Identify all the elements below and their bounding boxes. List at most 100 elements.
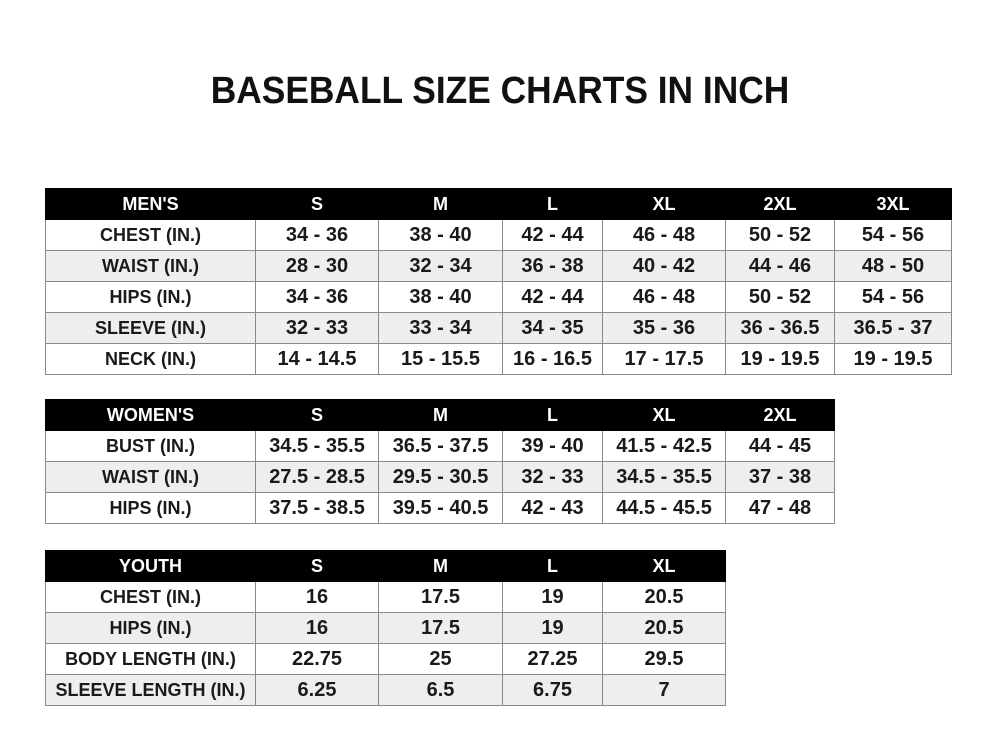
womens-size-table: WOMEN'S S M L XL 2XL BUST (IN.) 34.5 - 35.5 36.5… [45,399,835,524]
size-header: XL [602,399,726,431]
table-row: BUST (IN.) 34.5 - 35.5 36.5 - 37.5 39 - 40 4… [45,430,835,462]
measurement-label: WAIST (IN.) [45,250,256,282]
size-header: S [255,550,379,582]
size-header: 2XL [725,399,835,431]
size-value: 40 - 42 [602,250,726,282]
size-value: 50 - 52 [725,281,835,313]
table-row: NECK (IN.) 14 - 14.5 15 - 15.5 16 - 16.5 17 … [45,343,952,375]
size-value: 17.5 [378,581,503,613]
size-value: 37 - 38 [725,461,835,493]
size-value: 29.5 [602,643,726,675]
size-value: 44 - 46 [725,250,835,282]
size-value: 16 - 16.5 [502,343,603,375]
category-header: MEN'S [45,188,256,220]
measurement-label: NECK (IN.) [45,343,256,375]
size-header: S [255,188,379,220]
table-row: HIPS (IN.) 37.5 - 38.5 39.5 - 40.5 42 - 43 4… [45,492,835,524]
measurement-label: CHEST (IN.) [45,581,256,613]
size-value: 42 - 44 [502,281,603,313]
youth-size-table: YOUTH S M L XL CHEST (IN.) 16 17.5 19 20.5 HIPS (I… [45,550,726,706]
size-header: 3XL [834,188,952,220]
size-value: 17.5 [378,612,503,644]
measurement-label: BUST (IN.) [45,430,256,462]
size-value: 47 - 48 [725,492,835,524]
measurement-label: CHEST (IN.) [45,219,256,251]
size-value: 36 - 36.5 [725,312,835,344]
size-value: 36.5 - 37.5 [378,430,503,462]
table-row: HIPS (IN.) 16 17.5 19 20.5 [45,612,726,644]
size-value: 15 - 15.5 [378,343,503,375]
size-value: 16 [255,581,379,613]
table-row: WAIST (IN.) 28 - 30 32 - 34 36 - 38 40 - 42 4… [45,250,952,282]
size-header: L [502,550,603,582]
size-value: 37.5 - 38.5 [255,492,379,524]
size-header: XL [602,188,726,220]
size-header: S [255,399,379,431]
measurement-label: HIPS (IN.) [45,612,256,644]
size-value: 16 [255,612,379,644]
size-value: 7 [602,674,726,706]
size-value: 39.5 - 40.5 [378,492,503,524]
header-row: WOMEN'S S M L XL 2XL [45,399,835,431]
table-row: HIPS (IN.) 34 - 36 38 - 40 42 - 44 46 - 48 50… [45,281,952,313]
size-value: 46 - 48 [602,219,726,251]
table-row: SLEEVE (IN.) 32 - 33 33 - 34 34 - 35 35 - 36… [45,312,952,344]
size-value: 34.5 - 35.5 [255,430,379,462]
table-row: CHEST (IN.) 34 - 36 38 - 40 42 - 44 46 - 48 5… [45,219,952,251]
size-value: 32 - 33 [502,461,603,493]
measurement-label: SLEEVE (IN.) [45,312,256,344]
size-value: 22.75 [255,643,379,675]
size-value: 34 - 35 [502,312,603,344]
size-value: 39 - 40 [502,430,603,462]
size-value: 38 - 40 [378,219,503,251]
table-row: SLEEVE LENGTH (IN.) 6.25 6.5 6.75 7 [45,674,726,706]
table-row: CHEST (IN.) 16 17.5 19 20.5 [45,581,726,613]
size-value: 29.5 - 30.5 [378,461,503,493]
measurement-label: WAIST (IN.) [45,461,256,493]
size-value: 17 - 17.5 [602,343,726,375]
size-value: 19 [502,581,603,613]
header-row: YOUTH S M L XL [45,550,726,582]
size-header: L [502,188,603,220]
size-value: 27.5 - 28.5 [255,461,379,493]
size-value: 44 - 45 [725,430,835,462]
size-value: 33 - 34 [378,312,503,344]
size-value: 54 - 56 [834,281,952,313]
size-header: L [502,399,603,431]
size-value: 36.5 - 37 [834,312,952,344]
size-value: 19 [502,612,603,644]
size-value: 20.5 [602,581,726,613]
size-value: 20.5 [602,612,726,644]
size-value: 36 - 38 [502,250,603,282]
size-value: 19 - 19.5 [834,343,952,375]
page-title: BASEBALL SIZE CHARTS IN INCH [210,70,790,112]
size-value: 42 - 44 [502,219,603,251]
size-value: 38 - 40 [378,281,503,313]
size-value: 54 - 56 [834,219,952,251]
size-value: 34 - 36 [255,219,379,251]
header-row: MEN'S S M L XL 2XL 3XL [45,188,952,220]
size-value: 48 - 50 [834,250,952,282]
measurement-label: HIPS (IN.) [45,281,256,313]
size-value: 32 - 34 [378,250,503,282]
size-value: 19 - 19.5 [725,343,835,375]
measurement-label: HIPS (IN.) [45,492,256,524]
category-header: WOMEN'S [45,399,256,431]
size-value: 28 - 30 [255,250,379,282]
table-row: WAIST (IN.) 27.5 - 28.5 29.5 - 30.5 32 - 33… [45,461,835,493]
category-header: YOUTH [45,550,256,582]
size-header: M [378,399,503,431]
measurement-label: BODY LENGTH (IN.) [45,643,256,675]
size-value: 34.5 - 35.5 [602,461,726,493]
size-value: 6.25 [255,674,379,706]
size-value: 25 [378,643,503,675]
size-value: 27.25 [502,643,603,675]
size-header: M [378,188,503,220]
size-value: 32 - 33 [255,312,379,344]
size-value: 6.75 [502,674,603,706]
size-value: 41.5 - 42.5 [602,430,726,462]
table-row: BODY LENGTH (IN.) 22.75 25 27.25 29.5 [45,643,726,675]
size-header: XL [602,550,726,582]
mens-size-table: MEN'S S M L XL 2XL 3XL CHEST (IN.) 34 - 36 38 - 4… [45,188,952,375]
size-value: 42 - 43 [502,492,603,524]
